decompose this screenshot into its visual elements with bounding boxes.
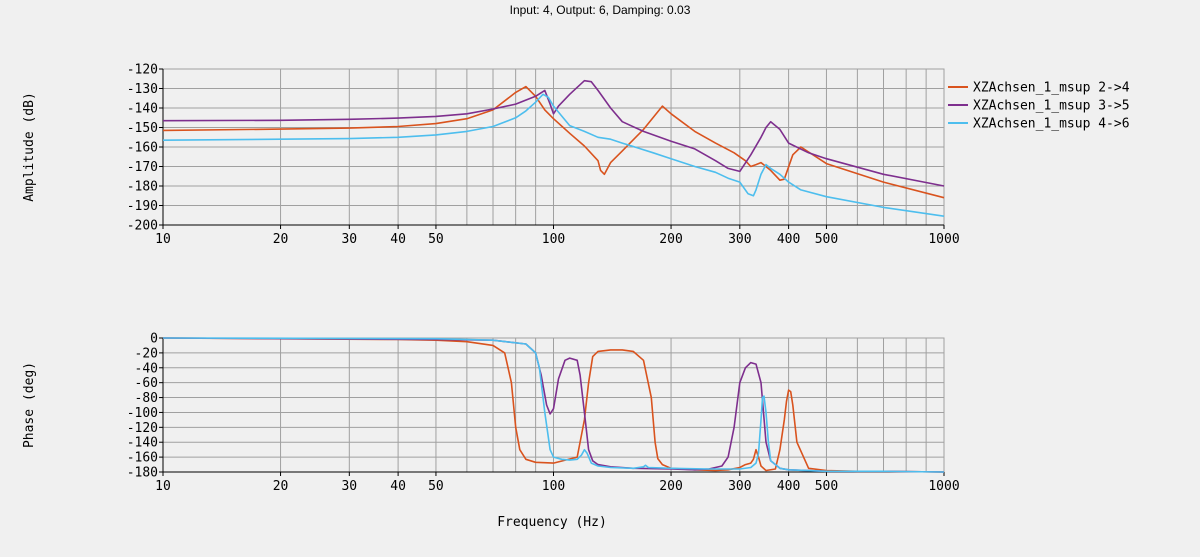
amplitude-x-tick-label: 40 bbox=[390, 232, 406, 247]
amplitude-x-tick-label: 300 bbox=[728, 232, 751, 247]
amplitude-y-tick-label: -150 bbox=[127, 121, 158, 136]
amplitude-series-line-2 bbox=[162, 79, 945, 187]
amplitude-y-tick-label: -140 bbox=[127, 102, 158, 117]
phase-x-tick-label: 50 bbox=[428, 479, 444, 494]
amplitude-y-tick-label: -200 bbox=[127, 219, 158, 234]
x-axis-label: Frequency (Hz) bbox=[497, 515, 607, 530]
phase-x-tick-label: 400 bbox=[777, 479, 800, 494]
phase-y-tick-label: -60 bbox=[135, 376, 158, 391]
amplitude-series-line-3 bbox=[162, 93, 945, 217]
phase-x-tick-label: 10 bbox=[155, 479, 171, 494]
phase-x-tick-label: 500 bbox=[815, 479, 838, 494]
phase-x-tick-label: 40 bbox=[390, 479, 406, 494]
phase-y-tick-label: -160 bbox=[127, 451, 158, 466]
phase-x-tick-label: 1000 bbox=[928, 479, 959, 494]
phase-y-tick-label: -120 bbox=[127, 421, 158, 436]
amplitude-y-tick-label: -160 bbox=[127, 141, 158, 156]
amplitude-x-tick-label: 200 bbox=[659, 232, 682, 247]
phase-y-tick-label: 0 bbox=[150, 332, 158, 347]
amplitude-y-tick-label: -180 bbox=[127, 180, 158, 195]
amplitude-x-tick-label: 400 bbox=[777, 232, 800, 247]
amplitude-series-line-1 bbox=[162, 85, 945, 199]
phase-y-tick-label: -140 bbox=[127, 436, 158, 451]
amplitude-x-tick-label: 100 bbox=[542, 232, 565, 247]
amplitude-y-tick-label: -130 bbox=[127, 82, 158, 97]
amplitude-x-tick-label: 500 bbox=[815, 232, 838, 247]
phase-y-axis-label: Phase (deg) bbox=[22, 362, 37, 448]
phase-x-tick-label: 200 bbox=[659, 479, 682, 494]
phase-x-tick-label: 100 bbox=[542, 479, 565, 494]
phase-y-tick-label: -180 bbox=[127, 466, 158, 481]
figure-title: Input: 4, Output: 6, Damping: 0.03 bbox=[509, 3, 691, 17]
amplitude-y-axis-label: Amplitude (dB) bbox=[22, 92, 37, 202]
legend-entry-1: XZAchsen_1_msup 2->4 bbox=[973, 81, 1130, 96]
amplitude-x-tick-label: 30 bbox=[341, 232, 357, 247]
amplitude-y-tick-label: -120 bbox=[127, 63, 158, 78]
phase-series-line-1 bbox=[162, 337, 945, 473]
amplitude-x-tick-label: 50 bbox=[428, 232, 444, 247]
phase-y-tick-label: -40 bbox=[135, 361, 158, 376]
legend: XZAchsen_1_msup 2->4 XZAchsen_1_msup 3->5… bbox=[948, 81, 1130, 132]
phase-x-tick-label: 20 bbox=[273, 479, 289, 494]
amplitude-x-tick-label: 20 bbox=[273, 232, 289, 247]
phase-y-tick-label: -100 bbox=[127, 406, 158, 421]
phase-x-tick-label: 300 bbox=[728, 479, 751, 494]
phase-x-tick-label: 30 bbox=[341, 479, 357, 494]
phase-y-tick-label: -20 bbox=[135, 346, 158, 361]
legend-entry-2: XZAchsen_1_msup 3->5 bbox=[973, 99, 1130, 114]
amplitude-x-tick-label: 1000 bbox=[928, 232, 959, 247]
amplitude-y-tick-label: -170 bbox=[127, 160, 158, 175]
phase-y-tick-label: -80 bbox=[135, 391, 158, 406]
legend-entry-3: XZAchsen_1_msup 4->6 bbox=[973, 117, 1130, 132]
amplitude-x-tick-label: 10 bbox=[155, 232, 171, 247]
phase-series-line-3 bbox=[162, 337, 945, 473]
amplitude-y-tick-label: -190 bbox=[127, 199, 158, 214]
